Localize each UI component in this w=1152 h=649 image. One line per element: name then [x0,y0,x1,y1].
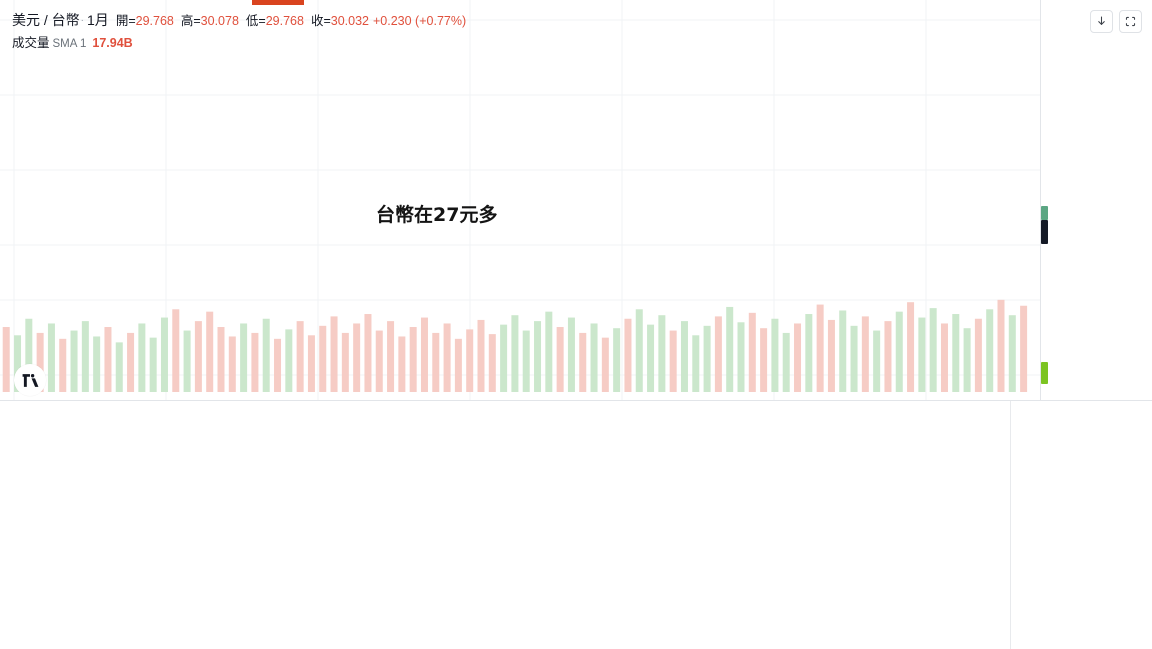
clipped-top-bar [252,0,304,5]
bottom-chart-plot[interactable] [0,401,1010,649]
volume-indicator-label: SMA 1 [52,37,87,50]
legend-separator: · [80,15,85,27]
volume-label[interactable]: 成交量 [12,35,50,50]
top-chart-svg [0,0,1040,400]
stock-price-pane[interactable]: 股價在14元多 [0,400,1152,649]
volume-value: 17.94B [92,35,133,50]
high-label: 高= [180,14,201,28]
close-value: 30.032 [330,14,369,28]
download-icon[interactable] [1090,10,1113,33]
high-value: 30.078 [200,14,239,28]
change-value: +0.230 (+0.77%) [373,14,467,28]
symbol-name[interactable]: 美元 / 台幣 [12,12,80,28]
annotation-twd: 台幣在27元多 [376,204,498,226]
fullscreen-icon[interactable] [1119,10,1142,33]
low-value: 29.768 [265,14,304,28]
low-label: 低= [245,14,266,28]
open-label: 開= [115,14,136,28]
bottom-price-scale[interactable] [1010,401,1152,649]
top-price-scale[interactable] [1040,0,1152,400]
volume-marker [1041,362,1048,384]
chart-legend: 美元 / 台幣· 1月 開=29.768 高=30.078 低=29.768 收=30.0… [12,10,466,52]
interval-label[interactable]: 1月 [87,12,109,28]
legend-main-row: 美元 / 台幣· 1月 開=29.768 高=30.078 低=29.768 收=30.0… [12,10,466,31]
bottom-chart-svg [0,401,1010,649]
chart-toolbar[interactable] [1090,10,1142,33]
close-label: 收= [310,14,331,28]
close-marker [1041,206,1048,220]
tradingview-logo[interactable] [14,364,46,396]
open-value: 29.768 [135,14,174,28]
price-marker [1041,220,1048,244]
legend-volume-row: 成交量 SMA 1 17.94B [12,34,466,53]
top-chart-plot[interactable] [0,0,1040,400]
price-volume-pane[interactable]: 美元 / 台幣· 1月 開=29.768 高=30.078 低=29.768 收=30.0… [0,0,1152,400]
